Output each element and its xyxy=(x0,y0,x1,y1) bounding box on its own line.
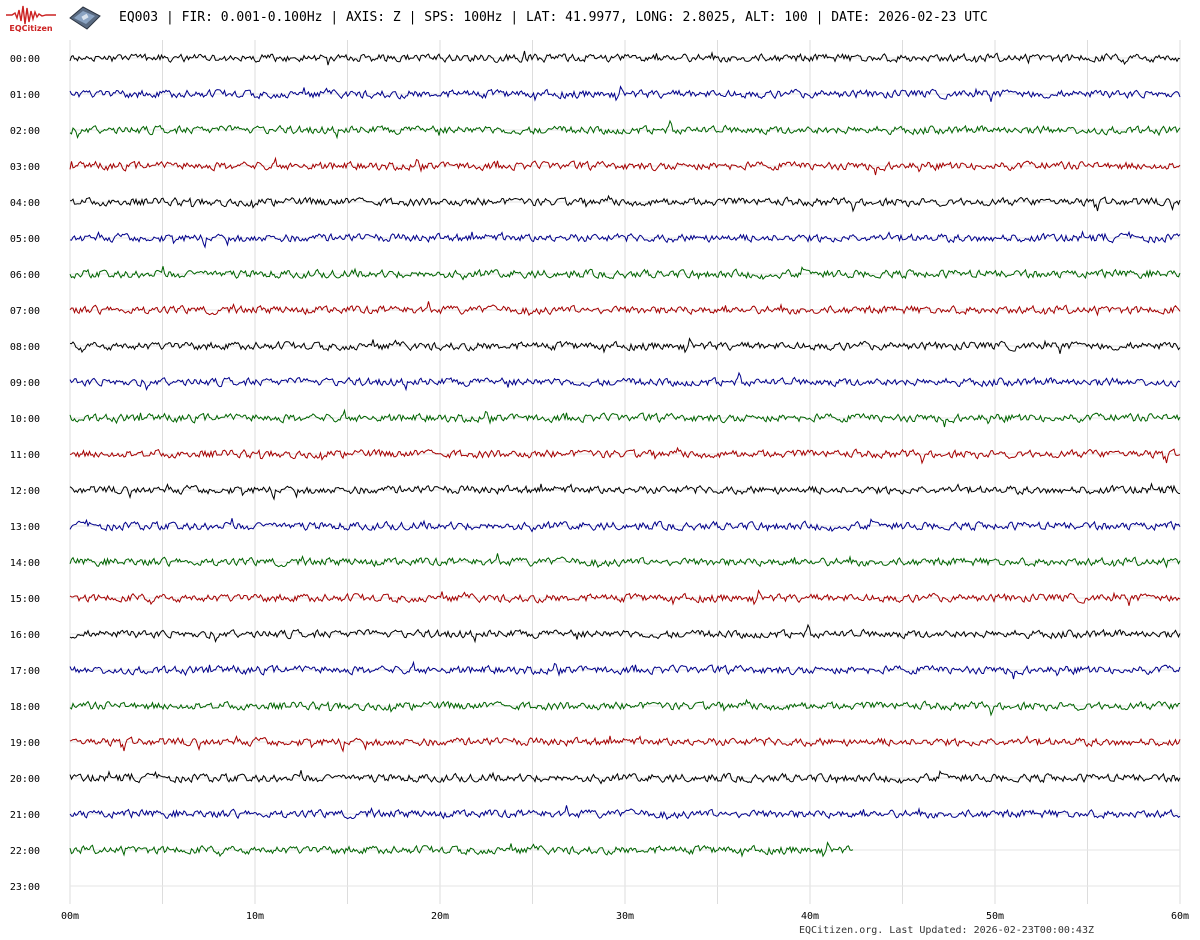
seismic-trace xyxy=(69,698,1181,717)
x-tick-label: 00m xyxy=(61,911,79,922)
seismometer-device-icon xyxy=(68,4,102,32)
x-axis-ticks: 00m 10m 20m 30m 40m 50m 60m xyxy=(61,911,1189,922)
x-tick-label: 30m xyxy=(616,911,634,922)
row-label: 04:00 xyxy=(10,198,40,209)
seismic-trace xyxy=(69,770,1181,785)
x-tick-label: 50m xyxy=(986,911,1004,922)
last-updated-footer: EQCitizen.org. Last Updated: 2026-02-23T… xyxy=(798,925,1094,936)
seismic-trace xyxy=(69,301,1181,317)
x-tick-label: 10m xyxy=(246,911,264,922)
row-label: 23:00 xyxy=(10,882,40,893)
seismic-trace xyxy=(69,589,1181,606)
row-label: 21:00 xyxy=(10,810,40,821)
row-label: 08:00 xyxy=(10,342,40,353)
seismic-trace xyxy=(69,518,1181,533)
seismic-trace xyxy=(69,266,1181,281)
seismic-trace xyxy=(69,408,1181,428)
row-label: 15:00 xyxy=(10,594,40,605)
x-tick-label: 40m xyxy=(801,911,819,922)
traces xyxy=(69,50,1181,858)
seismic-trace xyxy=(69,623,1181,644)
row-label: 17:00 xyxy=(10,666,40,677)
seismic-trace xyxy=(69,553,1181,569)
row-label: 13:00 xyxy=(10,522,40,533)
seismic-trace xyxy=(69,446,1181,465)
row-label: 07:00 xyxy=(10,306,40,317)
seismic-trace xyxy=(69,482,1181,501)
seismic-trace xyxy=(69,337,1181,354)
seismic-trace xyxy=(69,50,1181,66)
eqcitizen-logo xyxy=(4,3,58,33)
row-label: 22:00 xyxy=(10,846,40,857)
row-label: 18:00 xyxy=(10,702,40,713)
seismic-trace xyxy=(69,371,1181,392)
row-label: 05:00 xyxy=(10,234,40,245)
row-label: 14:00 xyxy=(10,558,40,569)
row-label: 00:00 xyxy=(10,54,40,65)
row-label: 16:00 xyxy=(10,630,40,641)
seismic-trace xyxy=(69,194,1181,213)
x-tick-label: 60m xyxy=(1171,911,1189,922)
row-label: 01:00 xyxy=(10,90,40,101)
seismic-trace xyxy=(69,119,1181,140)
row-label: 19:00 xyxy=(10,738,40,749)
seismic-trace xyxy=(69,156,1181,176)
row-label: 09:00 xyxy=(10,378,40,389)
row-label: 02:00 xyxy=(10,126,40,137)
row-label: 03:00 xyxy=(10,162,40,173)
row-label: 12:00 xyxy=(10,486,40,497)
logo-text: EQCitizen xyxy=(9,24,53,33)
seismic-trace xyxy=(69,805,1181,821)
seismic-trace xyxy=(69,841,854,858)
seismic-trace xyxy=(69,230,1181,249)
seismograph-logo-icon xyxy=(6,5,56,25)
seismic-trace xyxy=(69,735,1181,753)
seismic-trace xyxy=(69,85,1181,102)
seismic-trace xyxy=(69,660,1181,680)
x-tick-label: 20m xyxy=(431,911,449,922)
station-header: EQ003 | FIR: 0.001-0.100Hz | AXIS: Z | S… xyxy=(119,10,988,25)
row-labels: 00:00 01:00 02:00 03:00 04:00 05:00 06:00 07:00… xyxy=(10,54,40,893)
row-label: 11:00 xyxy=(10,450,40,461)
row-label: 20:00 xyxy=(10,774,40,785)
row-label: 06:00 xyxy=(10,270,40,281)
row-label: 10:00 xyxy=(10,414,40,425)
